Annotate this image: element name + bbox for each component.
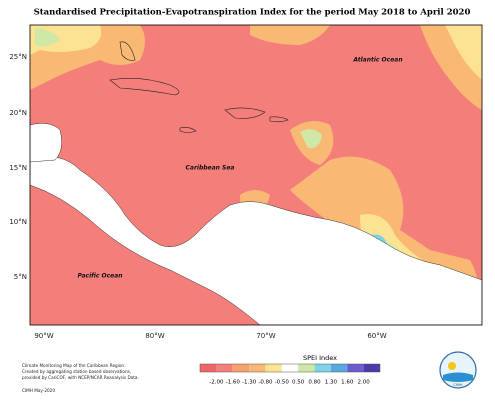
island-outline <box>109 78 180 96</box>
colorbar-tick: 0.80 <box>308 380 321 386</box>
map-area: Atlantic Ocean Caribbean Sea Pacific Oce… <box>30 25 482 325</box>
footnote: Climate Monitoring Map of the Caribbean … <box>22 363 125 368</box>
colorbar-tick: -1.30 <box>242 380 257 386</box>
island-outline <box>179 127 197 133</box>
orange-zone <box>250 25 330 45</box>
island-outline <box>269 116 289 123</box>
colorbar-tick: 0.50 <box>292 380 305 386</box>
legend-title: SPEI Index <box>303 354 337 362</box>
colorbar-tick: 1.60 <box>341 380 354 386</box>
colorbar-segment <box>363 364 380 372</box>
colorbar-tick: -0.80 <box>258 380 273 386</box>
footnote: Created by aggregating station based obs… <box>22 369 131 374</box>
place-label: Pacific Ocean <box>77 273 122 280</box>
place-label: Caribbean Sea <box>186 165 235 172</box>
credit: CIMH May-2020 <box>22 388 55 393</box>
logo-sun <box>448 362 456 370</box>
island-outline <box>224 107 266 119</box>
lat-label: 5°N <box>14 273 27 281</box>
lat-label: 10°N <box>9 218 27 226</box>
map-frame <box>29 24 483 326</box>
colorbar-segment <box>314 364 331 372</box>
colorbar-segment <box>216 364 233 372</box>
land-mass <box>30 156 482 325</box>
lon-labels: 90°W 80°W 70°W 60°W <box>34 332 386 340</box>
colorbar: -2.00 -1.60 -1.30 -0.80 -0.50 0.50 0.80 1.30 1.6… <box>199 363 381 386</box>
colorbar-segment <box>232 364 250 372</box>
lat-label: 15°N <box>9 164 27 172</box>
colorbar-segment <box>330 364 348 372</box>
colorbar-segment <box>265 364 282 372</box>
lon-label: 60°W <box>367 332 386 340</box>
colorbar-tick: 1.30 <box>325 380 338 386</box>
colorbar-segment <box>200 364 217 372</box>
green-zone <box>300 129 322 149</box>
logo-wave <box>443 372 473 382</box>
colorbar-tick: -1.60 <box>226 380 241 386</box>
colorbar-tick: -0.50 <box>275 380 290 386</box>
green-zone <box>35 28 60 47</box>
footnote: provided by CariCOF, with NCEP/NCAR Rean… <box>22 375 139 380</box>
land-mass <box>30 123 62 163</box>
colorbar-tick: -2.00 <box>209 380 224 386</box>
place-label: Atlantic Ocean <box>352 57 402 64</box>
logo-text: CIMH <box>453 383 462 387</box>
colorbar-segment <box>281 364 299 372</box>
lon-label: 90°W <box>34 332 53 340</box>
lat-label: 20°N <box>9 109 27 117</box>
yellow-zone <box>445 25 482 80</box>
colorbar-segment <box>249 364 266 372</box>
colorbar-tick: 2.00 <box>358 380 371 386</box>
map-title: Standardised Precipitation-Evapotranspir… <box>34 8 471 18</box>
colorbar-segment <box>298 364 315 372</box>
coast-outline <box>119 41 136 61</box>
lat-label: 25°N <box>9 53 27 61</box>
colorbar-segment <box>347 364 364 372</box>
colorbar-frame <box>199 363 381 373</box>
lon-label: 80°W <box>145 332 164 340</box>
lat-labels: 25°N 20°N 15°N 10°N 5°N <box>9 53 27 281</box>
lon-label: 70°W <box>256 332 275 340</box>
